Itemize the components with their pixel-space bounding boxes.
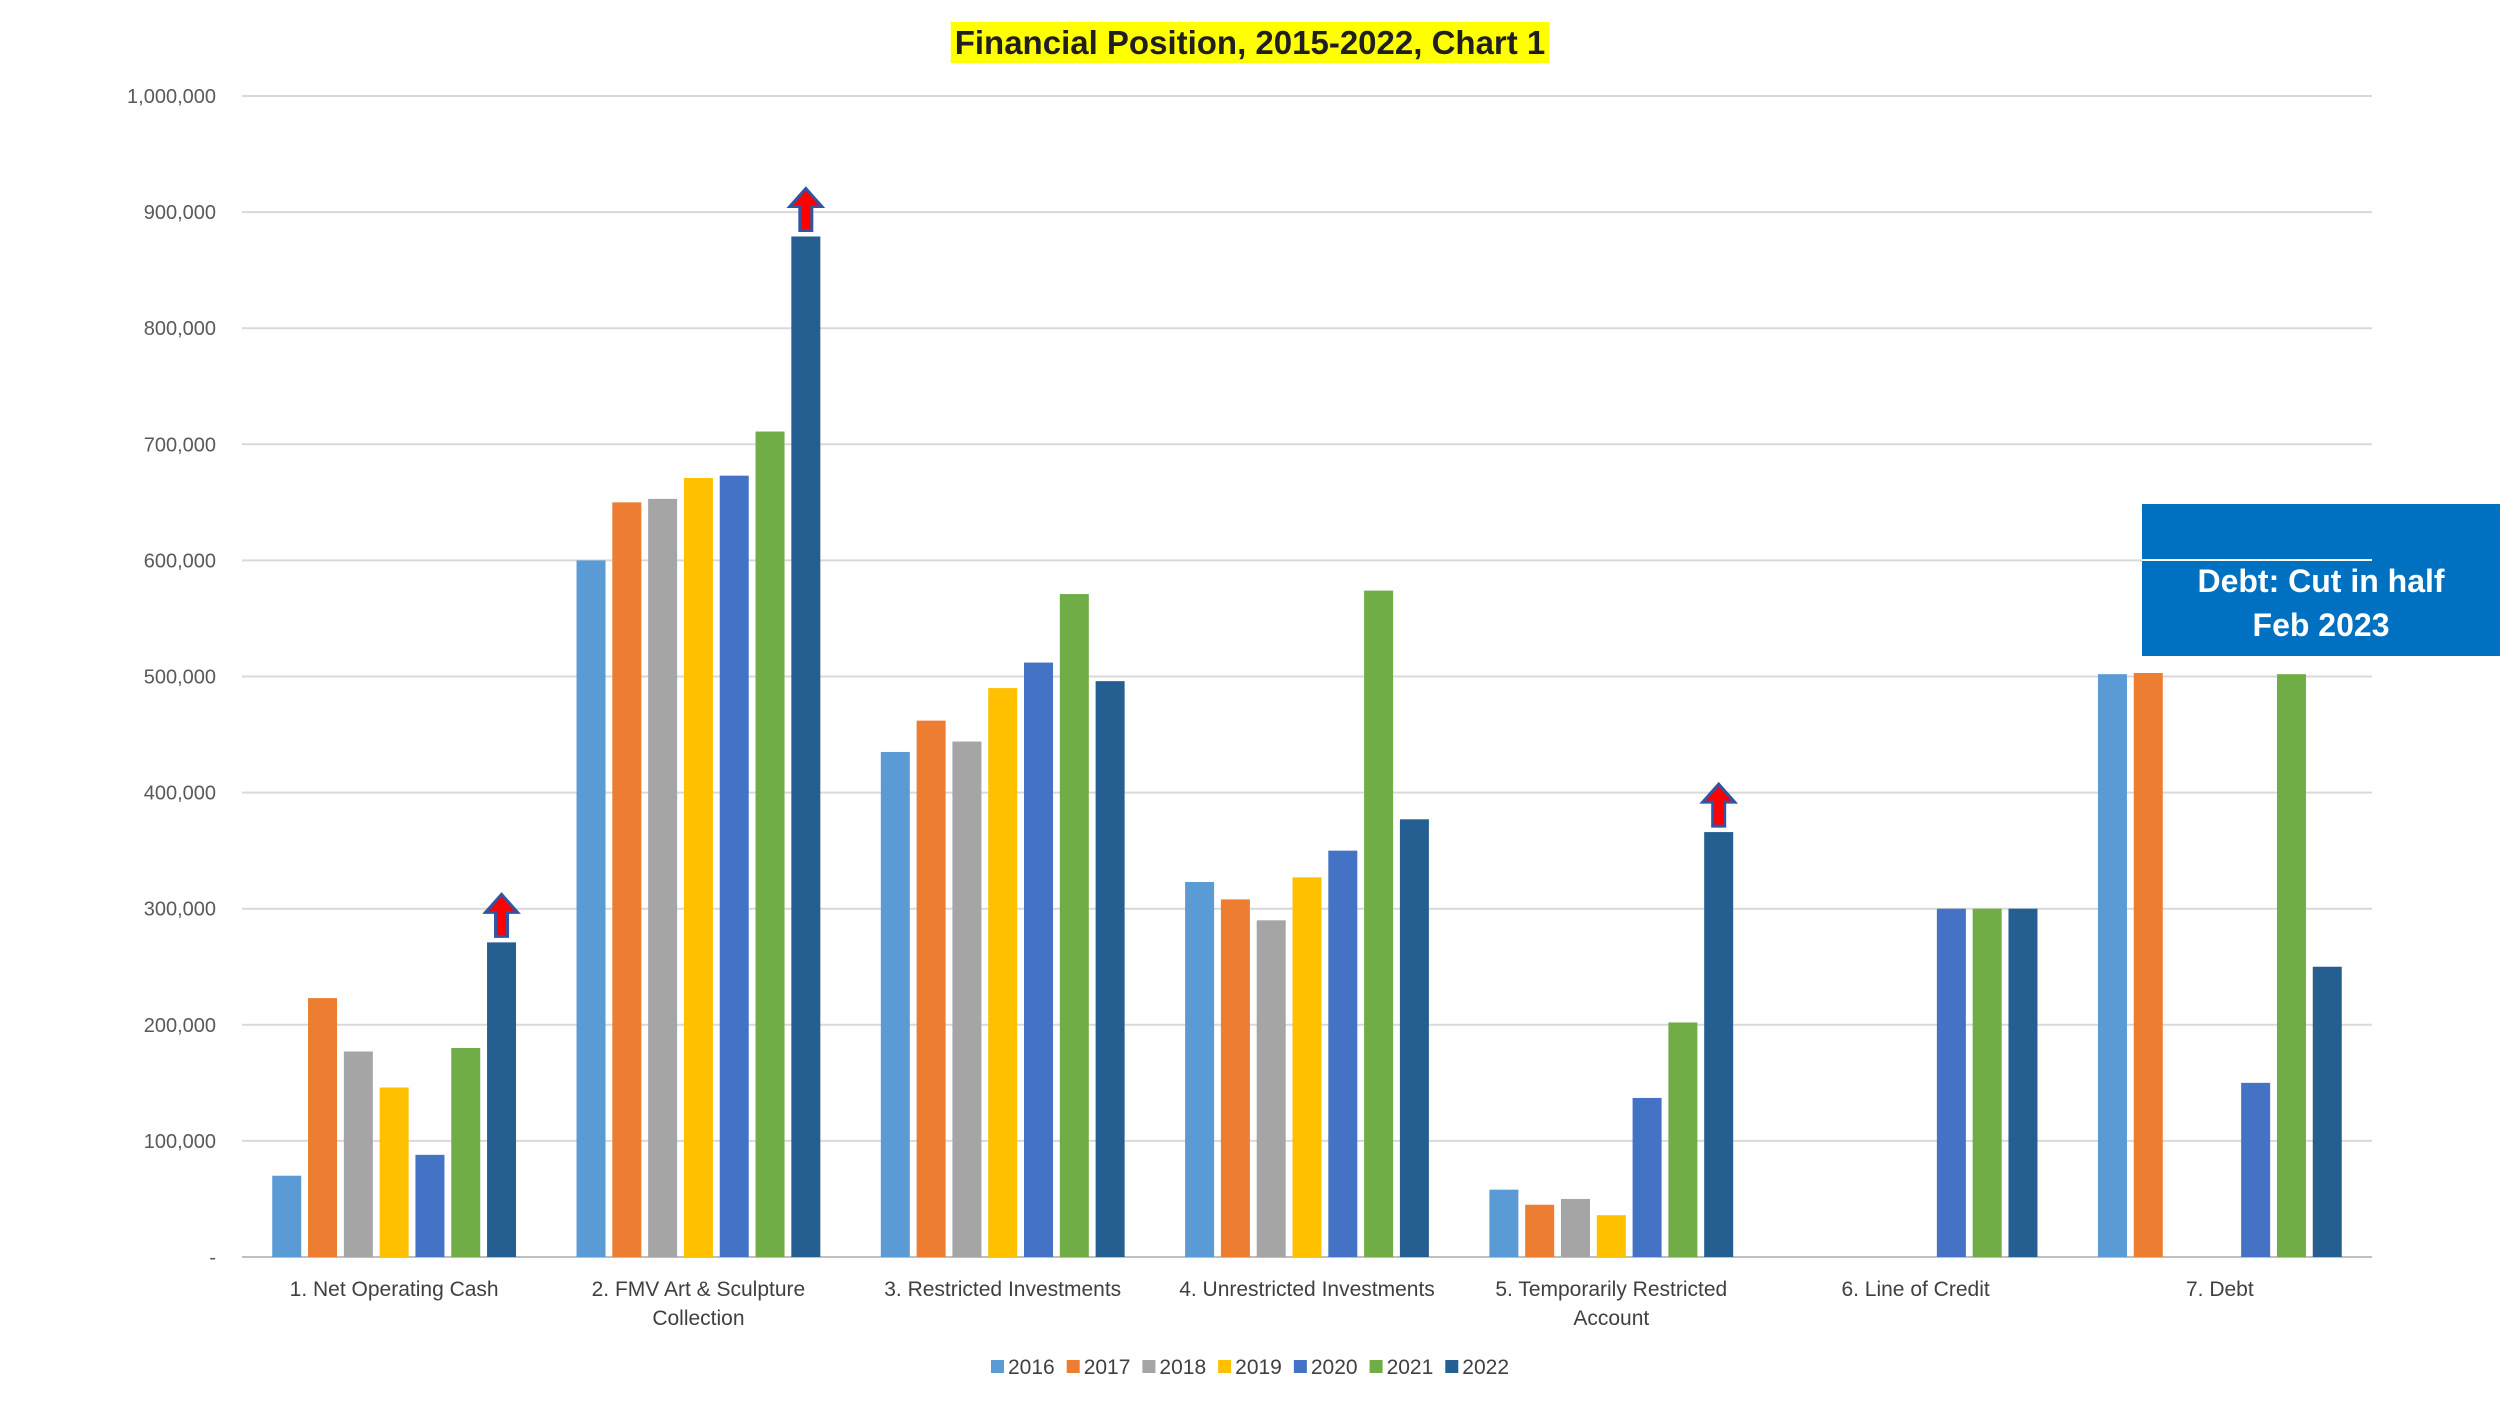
legend-swatch [1218, 1360, 1232, 1373]
bar-2018-cat1 [343, 1051, 373, 1257]
bar-2019-cat2 [683, 477, 713, 1257]
legend-label: 2016 [1008, 1356, 1055, 1379]
bar-2021-cat6 [1972, 908, 2002, 1257]
chart-title: Financial Position, 2015-2022, Chart 1 [955, 24, 1546, 61]
legend-item-2016: 2016 [990, 1356, 1055, 1379]
legend-item-2018: 2018 [1142, 1356, 1206, 1379]
bar-2016-cat2 [576, 560, 606, 1257]
legend-label: 2018 [1159, 1356, 1206, 1379]
bar-2016-cat3 [880, 751, 910, 1257]
bar-2017-cat7 [2133, 673, 2163, 1257]
legend-swatch [1066, 1360, 1080, 1373]
bar-2019-cat5 [1596, 1215, 1626, 1257]
callout-text-line: Feb 2023 [2253, 607, 2390, 643]
category-label: 1. Net Operating Cash [290, 1278, 499, 1301]
bar-2016-cat5 [1489, 1189, 1519, 1257]
legend-swatch [1293, 1360, 1307, 1373]
bar-2020-cat5 [1632, 1097, 1662, 1257]
bar-2021-cat7 [2276, 674, 2306, 1257]
bar-2019-cat1 [379, 1087, 409, 1257]
bar-2020-cat3 [1024, 662, 1054, 1257]
title-highlight [950, 22, 1550, 63]
legend-label: 2019 [1235, 1356, 1282, 1379]
y-tick-label: - [209, 1247, 216, 1269]
bar-2019-cat4 [1292, 877, 1322, 1257]
bars [272, 236, 2342, 1258]
bar-2017-cat5 [1525, 1204, 1555, 1257]
up-arrow [786, 186, 826, 232]
callout-text-line: Debt: Cut in half [2197, 563, 2444, 599]
category-label: 6. Line of Credit [1841, 1278, 1989, 1301]
bar-2021-cat3 [1059, 594, 1089, 1257]
up-arrow [482, 892, 521, 938]
bar-2018-cat4 [1256, 920, 1286, 1257]
bar-2018-cat2 [648, 498, 678, 1257]
bar-2021-cat1 [451, 1048, 481, 1257]
legend-item-2020: 2020 [1293, 1356, 1358, 1379]
y-tick-label: 1,000,000 [127, 86, 216, 108]
legend-swatch [1142, 1360, 1156, 1373]
bar-2020-cat7 [2241, 1082, 2271, 1257]
bar-2021-cat5 [1668, 1022, 1698, 1257]
bar-2018-cat3 [952, 741, 982, 1257]
bar-2017-cat3 [916, 720, 946, 1257]
legend-label: 2021 [1387, 1356, 1434, 1379]
bar-2021-cat4 [1364, 590, 1394, 1257]
bar-2018-cat5 [1560, 1198, 1590, 1257]
bar-2019-cat3 [988, 688, 1018, 1257]
bar-2017-cat1 [308, 998, 338, 1257]
legend-item-2017: 2017 [1066, 1356, 1131, 1379]
category-label: 7. Debt [2186, 1278, 2254, 1301]
y-tick-label: 600,000 [144, 550, 216, 572]
bar-2020-cat1 [415, 1154, 445, 1257]
y-tick-label: 100,000 [144, 1131, 216, 1153]
legend-item-2021: 2021 [1369, 1356, 1434, 1379]
bar-2016-cat7 [2097, 674, 2127, 1257]
bar-2020-cat6 [1936, 908, 1966, 1257]
bar-2017-cat4 [1220, 899, 1250, 1257]
bar-2022-cat3 [1095, 681, 1125, 1257]
callout-box [2142, 504, 2500, 656]
bar-2022-cat6 [2008, 908, 2038, 1257]
bar-2020-cat4 [1328, 850, 1358, 1257]
category-label: 2. FMV Art & Sculpture Collection [592, 1278, 806, 1330]
y-tick-label: 900,000 [144, 202, 216, 224]
category-label: 4. Unrestricted Investments [1179, 1278, 1435, 1301]
bar-2022-cat4 [1399, 819, 1429, 1257]
bar-2022-cat7 [2312, 966, 2342, 1257]
y-tick-label: 300,000 [144, 899, 216, 921]
y-axis: - 100,000 200,000 300,000 400,000 500,000 600,… [127, 86, 216, 1269]
y-tick-label: 400,000 [144, 783, 216, 805]
category-label: 5. Temporarily Restricted Account [1495, 1278, 1727, 1330]
bar-2016-cat4 [1185, 881, 1215, 1257]
legend-label: 2022 [1462, 1356, 1509, 1379]
legend-swatch [990, 1360, 1004, 1373]
x-axis: 1. Net Operating Cash 2. FMV Art & Sculpt… [290, 1278, 2254, 1330]
bar-2022-cat1 [487, 942, 517, 1257]
up-arrows [482, 186, 1739, 938]
bar-2020-cat2 [719, 475, 749, 1258]
y-tick-label: 200,000 [144, 1015, 216, 1037]
legend-item-2022: 2022 [1445, 1356, 1509, 1379]
legend-label: 2017 [1084, 1356, 1131, 1379]
category-label: 3. Restricted Investments [884, 1278, 1121, 1301]
legend: 2016 2017 2018 2019 2020 2021 2022 [990, 1356, 1509, 1379]
y-tick-label: 500,000 [144, 667, 216, 689]
up-arrow [1699, 781, 1739, 828]
y-tick-label: 800,000 [144, 318, 216, 340]
bar-2021-cat2 [755, 431, 785, 1257]
bar-2017-cat2 [612, 502, 642, 1258]
bar-2016-cat1 [272, 1175, 302, 1257]
legend-swatch [1445, 1360, 1459, 1373]
debt-callout: Debt: Cut in half Feb 2023 [2142, 504, 2500, 656]
bar-2022-cat5 [1704, 832, 1734, 1257]
legend-swatch [1369, 1360, 1383, 1373]
legend-item-2019: 2019 [1218, 1356, 1282, 1379]
legend-label: 2020 [1311, 1356, 1358, 1379]
bar-2022-cat2 [791, 236, 821, 1257]
y-tick-label: 700,000 [144, 434, 216, 456]
